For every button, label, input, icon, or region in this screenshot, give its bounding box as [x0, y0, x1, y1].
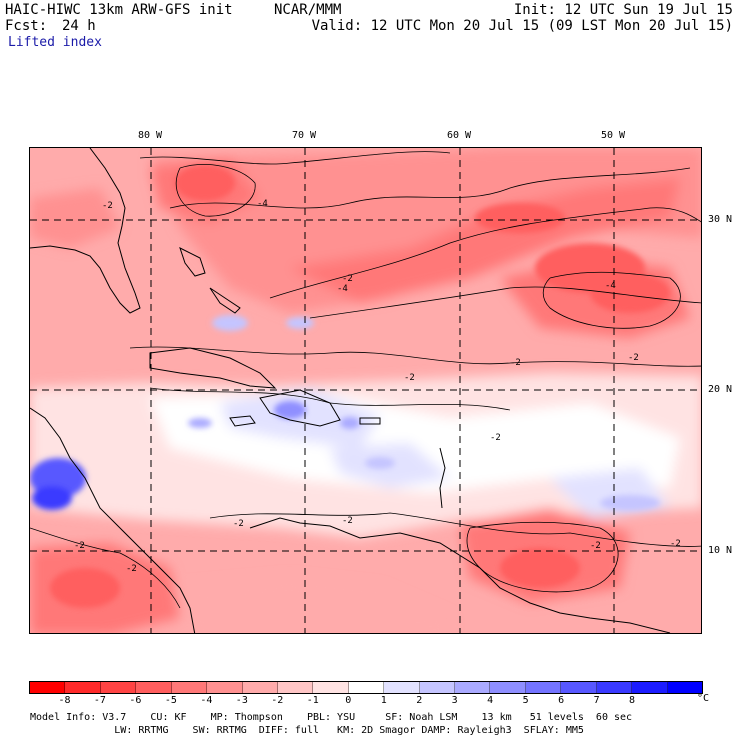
colorbar-swatch	[632, 682, 668, 693]
colorbar-swatch	[30, 682, 66, 693]
valid-time: Valid: 12 UTC Mon 20 Jul 15 (09 LST Mon …	[311, 18, 733, 34]
contour-label: -2	[342, 274, 353, 284]
forecast-label: Fcst:	[5, 18, 48, 34]
puerto-rico-coast	[359, 417, 381, 425]
contour-label: -2	[670, 539, 681, 549]
colorbar-swatch	[455, 682, 491, 693]
colorbar-swatch	[313, 682, 349, 693]
contour-label: -2	[126, 564, 137, 574]
colorbar-swatch	[561, 682, 597, 693]
colorbar-swatch	[207, 682, 243, 693]
colorbar-tick-label: -4	[200, 695, 213, 706]
cuba-coast	[149, 347, 277, 389]
colorbar-swatch	[171, 682, 208, 693]
colorbar-tick-label: -8	[58, 695, 71, 706]
model-info-line-2: LW: RRTMG SW: RRTMG DIFF: full KM: 2D Sm…	[30, 725, 584, 736]
colorbar-swatch	[277, 682, 314, 693]
florida-gulf-coast	[30, 148, 141, 314]
bahamas-island	[179, 247, 206, 277]
contour-label: -2	[233, 519, 244, 529]
colorbar-swatch	[242, 682, 278, 693]
colorbar-tick-label: 6	[558, 695, 565, 706]
colorbar-swatch	[490, 682, 526, 693]
init-time: Init: 12 UTC Sun 19 Jul 15	[513, 2, 733, 18]
colorbar-tick-label: 1	[380, 695, 387, 706]
colorbar-unit: °C	[697, 693, 710, 704]
colorbar-swatch	[525, 682, 562, 693]
colorbar-swatch	[667, 682, 703, 693]
lifted-index-map: -4 -2 -2 -2 -4 -2 -2 -4 -2 -2 -2 -2 -2 -…	[29, 147, 702, 634]
colorbar-swatch	[100, 682, 137, 693]
colorbar-swatch	[136, 682, 172, 693]
colorbar-swatch	[348, 682, 385, 693]
colorbar-tick-label: 2	[416, 695, 423, 706]
contour-label: -4	[257, 199, 268, 209]
colorbar-tick-label: -7	[93, 695, 106, 706]
colorbar-tick-label: 7	[593, 695, 600, 706]
colorbar	[29, 681, 703, 694]
field-name: Lifted index	[8, 35, 102, 50]
colorbar-tick-label: -5	[164, 695, 177, 706]
lon-label-70w: 70 W	[291, 130, 317, 141]
colorbar-tick-label: 0	[345, 695, 352, 706]
colorbar-tick-label: -6	[129, 695, 142, 706]
colorbar-tick-label: -1	[306, 695, 319, 706]
map-canvas: -4 -2 -2 -2 -4 -2 -2 -4 -2 -2 -2 -2 -2 -…	[30, 148, 701, 633]
colorbar-tick-label: 3	[451, 695, 458, 706]
contour-label: -2	[510, 358, 521, 368]
colorbar-swatch	[384, 682, 420, 693]
forecast-hour: 24 h	[62, 18, 96, 34]
lon-label-50w: 50 W	[600, 130, 626, 141]
central-america-coast	[30, 407, 196, 633]
contour-label: -2	[74, 541, 85, 551]
jamaica-coast	[229, 415, 256, 427]
center-label: NCAR/MMM	[274, 2, 342, 18]
colorbar-tick-label: -2	[271, 695, 284, 706]
colorbar-tick-label: 8	[629, 695, 636, 706]
lat-label-30n: 30 N	[708, 214, 733, 225]
contour-label: -4	[605, 281, 616, 291]
lon-label-60w: 60 W	[446, 130, 472, 141]
graticule	[30, 148, 701, 633]
colorbar-swatch	[596, 682, 633, 693]
contours	[30, 151, 701, 609]
contour-labels: -4 -2 -2 -2 -4 -2 -2 -4 -2 -2 -2 -2 -2 -…	[74, 199, 681, 574]
bahamas-chain	[209, 287, 241, 314]
colorbar-tick-label: -3	[235, 695, 248, 706]
model-title: HAIC-HIWC 13km ARW-GFS init	[5, 2, 233, 18]
lat-label-10n: 10 N	[708, 545, 733, 556]
contour-label: -2	[404, 373, 415, 383]
contour-label: -2	[102, 201, 113, 211]
colorbar-swatch	[65, 682, 101, 693]
colorbar-tick-label: 5	[522, 695, 529, 706]
contour-label: -2	[342, 516, 353, 526]
lat-label-20n: 20 N	[708, 384, 733, 395]
contour-label: -2	[490, 433, 501, 443]
contour-label: -2	[628, 353, 639, 363]
colorbar-tick-label: 4	[487, 695, 494, 706]
contour-label: -4	[337, 284, 348, 294]
colorbar-swatch	[419, 682, 456, 693]
lesser-antilles	[439, 447, 446, 509]
lon-label-80w: 80 W	[137, 130, 163, 141]
model-info-line-1: Model Info: V3.7 CU: KF MP: Thompson PBL…	[30, 712, 633, 723]
contour-label: -2	[590, 541, 601, 551]
